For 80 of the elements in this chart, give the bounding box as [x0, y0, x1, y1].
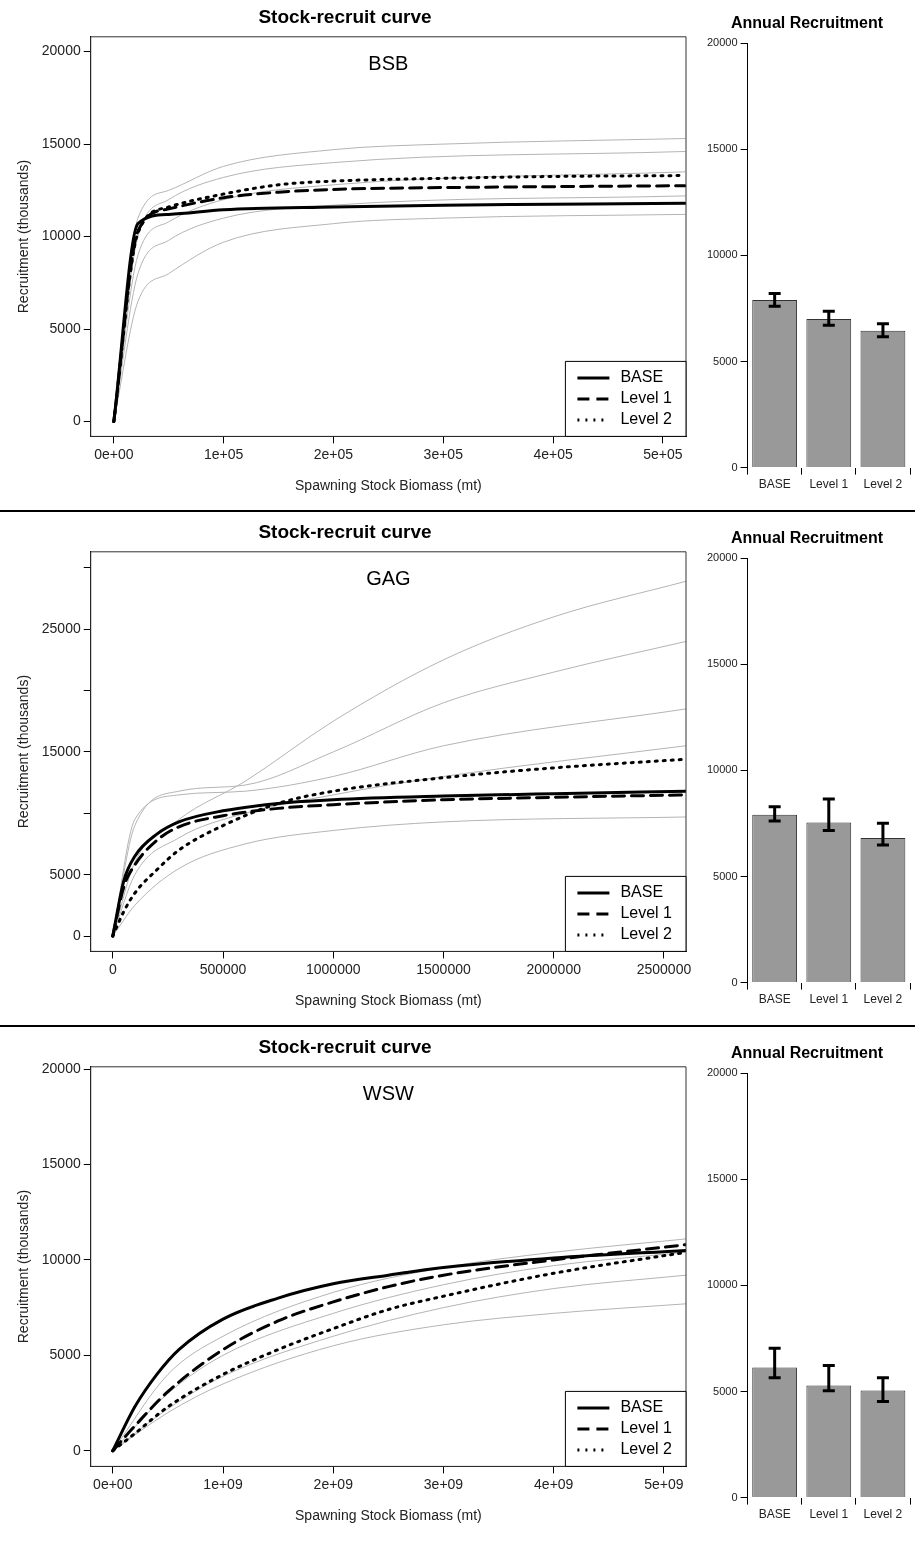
y-tick-label: 15000 — [41, 742, 81, 759]
y-tick-label: 20000 — [41, 42, 81, 59]
y-tick-label: 15000 — [706, 142, 738, 155]
x-tick-label: 3e+05 — [423, 445, 464, 462]
y-tick-label: 0 — [731, 1490, 738, 1503]
y-tick-label: 5000 — [49, 865, 81, 882]
y-tick-label: 10000 — [706, 1278, 738, 1291]
x-tick-label: Level 2 — [863, 477, 903, 492]
legend-label: Level 1 — [620, 389, 673, 407]
x-tick-label: 4e+05 — [533, 445, 573, 462]
y-tick-label: 10000 — [41, 1250, 81, 1267]
y-tick-label: 15000 — [706, 1172, 738, 1185]
x-tick-label: 5e+05 — [643, 445, 683, 462]
legend-label: Level 1 — [620, 1419, 673, 1437]
y-tick-label: 15000 — [41, 1155, 81, 1172]
x-tick-label: 3e+09 — [423, 1475, 464, 1492]
x-tick-label: Level 1 — [809, 1507, 849, 1522]
legend-label: BASE — [620, 883, 664, 901]
chart-title: Annual Recruitment — [730, 14, 884, 32]
x-tick-label: 2000000 — [526, 960, 582, 977]
legend-label: Level 1 — [620, 904, 673, 922]
y-tick-label: 10000 — [706, 763, 738, 776]
x-tick-label: 2e+05 — [313, 445, 354, 462]
annotation: WSW — [362, 1082, 415, 1105]
x-axis-title: Spawning Stock Biomass (mt) — [295, 992, 482, 1009]
y-tick-label: 5000 — [713, 869, 738, 882]
y-tick-label: 20000 — [706, 1066, 738, 1079]
x-tick-label: 1e+09 — [203, 1475, 243, 1492]
y-tick-label: 5000 — [713, 354, 738, 367]
x-tick-label: BASE — [758, 477, 791, 492]
legend-label: Level 2 — [620, 410, 673, 428]
y-tick-label: 25000 — [41, 620, 81, 636]
y-tick-label: 0 — [731, 975, 738, 988]
x-tick-label: 0e+00 — [93, 1475, 133, 1492]
y-axis-title: Recruitment (thousands) — [15, 159, 32, 314]
x-tick-label: Level 1 — [809, 477, 849, 492]
chart-title: Annual Recruitment — [730, 529, 884, 547]
x-tick-label: 0 — [108, 960, 117, 977]
annotation: GAG — [366, 567, 411, 590]
y-tick-label: 20000 — [41, 1059, 81, 1076]
x-tick-label: 500000 — [199, 960, 247, 977]
x-tick-label: Level 2 — [863, 992, 903, 1007]
y-tick-label: 15000 — [706, 657, 738, 670]
x-tick-label: 2e+09 — [313, 1475, 354, 1492]
y-tick-label: 5000 — [49, 1346, 81, 1363]
y-tick-label: 5000 — [49, 319, 81, 336]
chart-title: Stock-recruit curve — [258, 1035, 432, 1057]
y-axis-title: Recruitment (thousands) — [15, 1189, 32, 1344]
x-tick-label: 1500000 — [416, 960, 471, 977]
x-tick-label: BASE — [758, 992, 791, 1007]
legend-label: BASE — [620, 368, 664, 386]
x-axis-title: Spawning Stock Biomass (mt) — [295, 1507, 482, 1524]
y-tick-label: 20000 — [706, 551, 738, 564]
y-tick-label: 0 — [72, 926, 81, 943]
x-axis-title: Spawning Stock Biomass (mt) — [295, 477, 482, 494]
y-tick-label: 10000 — [41, 227, 81, 244]
x-tick-label: 4e+09 — [534, 1475, 574, 1492]
x-tick-label: Level 1 — [809, 992, 849, 1007]
chart-title: Stock-recruit curve — [258, 520, 432, 542]
x-tick-label: BASE — [758, 1507, 791, 1522]
x-tick-label: 2500000 — [636, 960, 692, 977]
legend-label: Level 2 — [620, 925, 673, 943]
x-tick-label: Level 2 — [863, 1507, 903, 1522]
annotation: BSB — [368, 52, 409, 75]
y-axis-title: Recruitment (thousands) — [15, 674, 32, 829]
chart-title: Stock-recruit curve — [258, 5, 432, 27]
x-tick-label: 5e+09 — [644, 1475, 684, 1492]
legend-label: BASE — [620, 1398, 664, 1416]
legend-label: Level 2 — [620, 1440, 673, 1458]
y-tick-label: 0 — [731, 460, 738, 473]
y-tick-label: 5000 — [713, 1384, 738, 1397]
y-tick-label: 0 — [72, 412, 81, 429]
y-tick-label: 10000 — [706, 248, 738, 261]
y-tick-label: 20000 — [706, 36, 738, 49]
x-tick-label: 0e+00 — [94, 445, 134, 462]
x-tick-label: 1e+05 — [203, 445, 244, 462]
y-tick-label: 0 — [72, 1441, 81, 1458]
x-tick-label: 1000000 — [305, 960, 361, 977]
chart-title: Annual Recruitment — [730, 1044, 884, 1062]
y-tick-label: 15000 — [41, 134, 81, 151]
